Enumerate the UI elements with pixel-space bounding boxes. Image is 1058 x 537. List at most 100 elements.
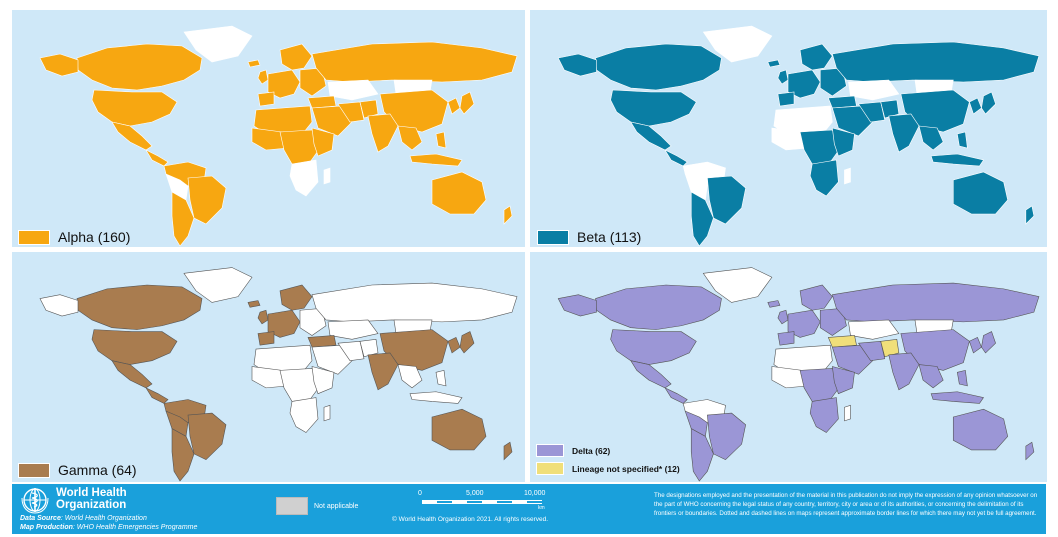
footer-bar: World Health Organization Data Source: W… <box>12 484 1046 534</box>
region-usa <box>610 329 697 366</box>
map-panel-alpha: Alpha (160) <box>12 10 525 247</box>
region-uk <box>777 309 789 325</box>
region-korea-japan <box>447 336 461 354</box>
legend-swatch-lineage-not-specified <box>536 462 564 475</box>
region-alaska <box>557 53 598 77</box>
region-philippines <box>435 369 447 387</box>
region-uk <box>257 309 269 325</box>
region-madagascar <box>843 167 851 185</box>
disclaimer-text: The designations employed and the presen… <box>654 492 1038 517</box>
region-iceland <box>247 300 261 308</box>
region-turkey <box>827 334 858 348</box>
map-production-label: Map Production <box>20 523 73 531</box>
region-philippines <box>435 131 447 149</box>
region-japan <box>459 91 475 115</box>
region-nz <box>1025 205 1035 225</box>
region-japan <box>980 331 997 354</box>
who-emblem-icon <box>21 488 49 514</box>
map-panel-gamma: Gamma (64) <box>12 252 525 482</box>
region-korea-japan <box>968 97 982 115</box>
world-map-gamma <box>39 267 518 482</box>
region-mexico <box>630 121 672 151</box>
org-line-2: Organization <box>56 499 127 511</box>
region-korea-japan <box>447 97 461 115</box>
region-usa <box>91 89 178 127</box>
region-indonesia <box>409 391 463 404</box>
legend-label-delta: Delta (62) <box>572 445 611 456</box>
scale-tick-5000: 5,000 <box>466 490 484 497</box>
who-organization-name: World Health Organization <box>56 487 127 511</box>
region-indonesia <box>409 153 463 167</box>
not-applicable-swatch <box>276 497 308 515</box>
region-india <box>367 352 399 391</box>
region-iberia <box>777 331 795 346</box>
region-iberia <box>777 91 795 107</box>
region-iberia <box>257 331 275 346</box>
region-canada <box>595 284 722 331</box>
scale-tick-10000: 10,000 <box>524 490 546 497</box>
region-philippines <box>956 369 968 387</box>
region-india <box>367 113 399 153</box>
region-iceland <box>767 59 781 68</box>
legend-swatch-alpha <box>18 229 50 245</box>
legend-alpha: Alpha (160) <box>18 229 130 245</box>
not-applicable-label: Not applicable <box>314 503 359 510</box>
data-source-label: Data Source <box>20 515 61 522</box>
region-nz <box>503 205 513 225</box>
org-line-1: World Health <box>56 487 127 499</box>
region-scandinavia <box>279 43 313 71</box>
copyright-text: © World Health Organization 2021. All ri… <box>392 516 549 523</box>
data-source-value: : World Health Organization <box>60 515 147 522</box>
region-safrica <box>809 397 839 434</box>
legend-gamma: Gamma (64) <box>18 462 137 478</box>
region-safrica <box>289 397 319 434</box>
region-turkey <box>827 95 858 109</box>
region-mexico <box>630 360 672 389</box>
world-map-alpha <box>39 25 518 247</box>
region-alaska <box>39 53 79 77</box>
region-japan <box>980 91 997 115</box>
region-alaska <box>557 294 598 317</box>
region-nz <box>503 441 513 461</box>
map-production-value: : WHO Health Emergencies Programme <box>72 523 198 531</box>
scale-bar: 0 5,000 10,000 km <box>402 490 562 514</box>
world-map-beta <box>557 25 1040 247</box>
region-scandinavia <box>799 43 833 71</box>
legend-swatch-beta <box>537 229 569 245</box>
region-usa <box>610 89 697 127</box>
region-iceland <box>767 300 781 308</box>
legend-beta: Beta (113) <box>537 229 641 245</box>
region-india <box>888 352 920 391</box>
region-camerica <box>145 149 169 167</box>
region-russia <box>311 282 518 323</box>
map-panel-delta: Delta (62) Lineage not specified* (12) <box>530 252 1047 482</box>
map-panel-beta: Beta (113) <box>530 10 1047 247</box>
region-kazakh <box>847 319 900 340</box>
region-camerica <box>664 149 688 167</box>
region-kazakh <box>327 319 379 340</box>
region-australia <box>952 408 1009 451</box>
region-safrica <box>809 159 839 197</box>
legend-label-lineage-not-specified: Lineage not specified* (12) <box>572 463 680 474</box>
region-kazakh <box>327 79 379 101</box>
region-kazakh <box>847 79 900 101</box>
region-madagascar <box>323 404 331 422</box>
legend-label-beta: Beta (113) <box>577 229 642 245</box>
region-uk <box>777 69 789 85</box>
region-iberia <box>257 91 275 107</box>
region-camerica <box>145 387 169 404</box>
region-canada <box>76 43 203 91</box>
region-russia <box>831 282 1040 323</box>
scale-bar-graphic <box>422 500 542 504</box>
region-australia <box>431 171 487 215</box>
region-mexico <box>111 360 153 389</box>
region-india <box>888 113 920 153</box>
region-indonesia <box>930 391 985 404</box>
region-turkey <box>307 334 337 348</box>
region-madagascar <box>323 167 331 185</box>
scale-unit: km <box>538 505 545 511</box>
region-iceland <box>247 59 261 68</box>
region-philippines <box>956 131 968 149</box>
region-usa <box>91 329 178 366</box>
